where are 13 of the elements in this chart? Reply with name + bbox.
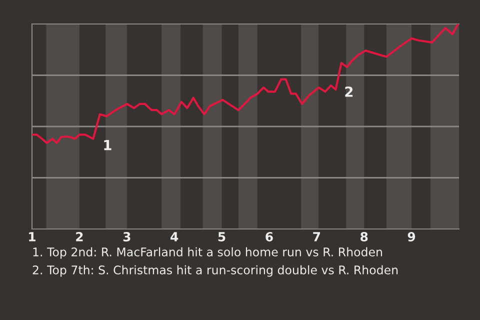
x-tick-label: 3: [123, 232, 130, 242]
x-tick-label: 7: [313, 232, 320, 242]
x-tick-label: 4: [170, 232, 178, 242]
x-tick-label: 5: [218, 232, 226, 242]
x-tick-label: 1: [29, 232, 36, 242]
x-tick-label: 8: [360, 232, 368, 242]
x-tick-label: 2: [76, 232, 83, 242]
text: 1. Top 2nd: R. MacFarland hit a solo home run vs R. Rhoden: [33, 247, 382, 259]
text: 2. Top 7th: S. Christmas hit a run-scoring double vs R. Rhoden: [32, 265, 398, 277]
annotation: 1: [104, 140, 112, 150]
x-tick-label: 9: [408, 232, 416, 242]
annotation: 2: [345, 86, 353, 97]
x-tick-label: 6: [266, 232, 273, 242]
